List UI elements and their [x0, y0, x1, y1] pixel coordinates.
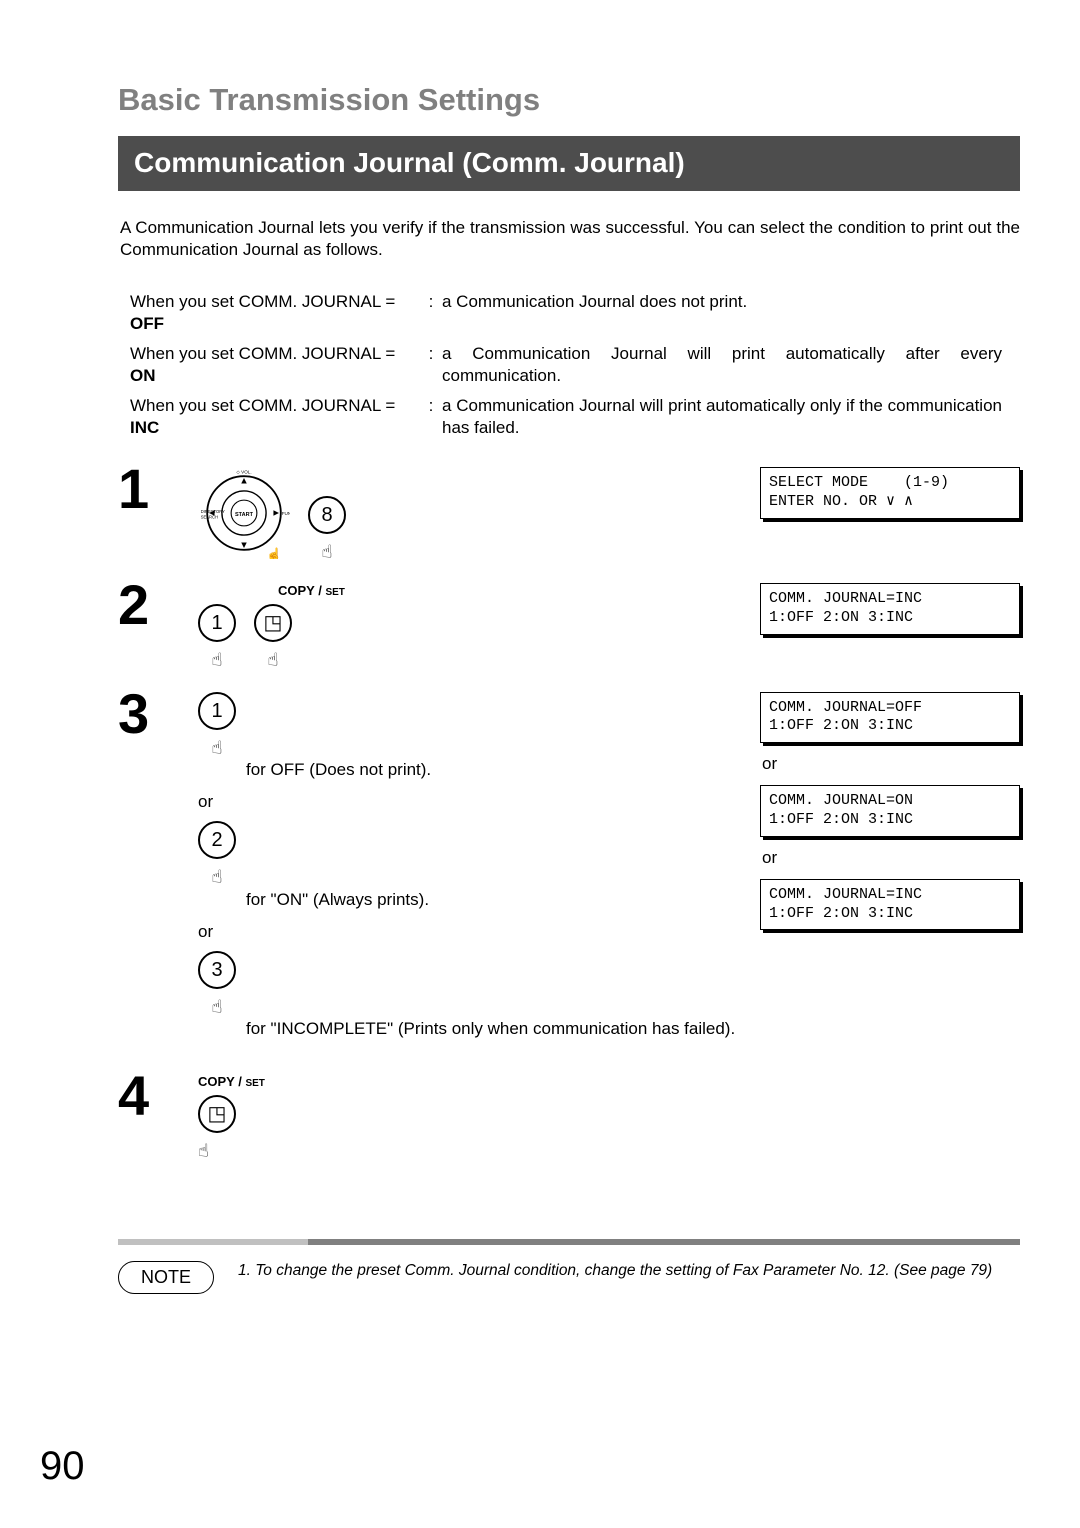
step-number: 2: [118, 577, 198, 633]
svg-text:◇ VOL.: ◇ VOL.: [236, 470, 251, 475]
keypad-1-button: 1 ☟: [198, 692, 236, 755]
button-digit: 8: [308, 496, 346, 534]
lcd-display: COMM. JOURNAL=INC 1:OFF 2:ON 3:INC: [760, 879, 1020, 931]
press-hand-icon: ☟: [212, 734, 223, 757]
set-button-icon: ◳: [254, 604, 292, 642]
cond-left-text: When you set COMM. JOURNAL =: [130, 396, 395, 415]
cond-left-text: When you set COMM. JOURNAL =: [130, 344, 395, 363]
intro-paragraph: A Communication Journal lets you verify …: [120, 217, 1020, 261]
note-label: NOTE: [118, 1261, 214, 1294]
keypad-2-button: 2 ☟: [198, 821, 236, 884]
button-digit: 3: [198, 951, 236, 989]
function-dial-icon: START ◇ VOL. FUNCTION DIRECTORY SEARCH ☝: [198, 467, 290, 559]
colon: :: [420, 341, 442, 389]
copy-set-label: COPY / SET: [198, 1074, 740, 1091]
or-text: or: [762, 847, 1020, 869]
svg-text:FUNCTION: FUNCTION: [282, 511, 290, 516]
page-number: 90: [40, 1440, 85, 1492]
button-digit: 2: [198, 821, 236, 859]
step-number: 3: [118, 686, 198, 742]
condition-row: When you set COMM. JOURNAL = INC : a Com…: [130, 393, 1002, 441]
colon: :: [420, 393, 442, 441]
keypad-3-button: 3 ☟: [198, 951, 236, 1014]
press-hand-icon: ☟: [212, 863, 223, 886]
cond-left-text: When you set COMM. JOURNAL =: [130, 292, 395, 311]
cond-right-text: a Communication Journal does not print.: [442, 289, 1002, 337]
button-digit: 1: [198, 604, 236, 642]
copy-set-label: COPY / SET: [278, 583, 740, 600]
keypad-1-button: 1 ☟: [198, 604, 236, 667]
step-number: 4: [118, 1068, 198, 1124]
lcd-display: COMM. JOURNAL=ON 1:OFF 2:ON 3:INC: [760, 785, 1020, 837]
cond-left-bold: OFF: [130, 314, 164, 333]
svg-text:START: START: [235, 512, 254, 518]
press-hand-icon: ☟: [212, 646, 223, 669]
colon: :: [420, 289, 442, 337]
svg-text:☝: ☝: [266, 546, 282, 559]
press-hand-icon: ☟: [268, 646, 279, 669]
step-number: 1: [118, 461, 198, 517]
or-text: or: [198, 791, 740, 813]
press-hand-icon: ☟: [322, 538, 333, 561]
set-button: ◳ ☟: [254, 604, 292, 667]
note-text: 1. To change the preset Comm. Journal co…: [238, 1261, 992, 1282]
cond-left-bold: INC: [130, 418, 159, 437]
conditions-table: When you set COMM. JOURNAL = OFF : a Com…: [130, 285, 1002, 446]
condition-row: When you set COMM. JOURNAL = OFF : a Com…: [130, 289, 1002, 337]
cond-right-text: a Communication Journal will print autom…: [442, 393, 1002, 441]
lcd-display: COMM. JOURNAL=INC 1:OFF 2:ON 3:INC: [760, 583, 1020, 635]
option-text: for OFF (Does not print).: [246, 759, 740, 781]
lcd-display: COMM. JOURNAL=OFF 1:OFF 2:ON 3:INC: [760, 692, 1020, 744]
option-text: for "INCOMPLETE" (Prints only when commu…: [246, 1018, 740, 1040]
lcd-display: SELECT MODE (1-9) ENTER NO. OR ∨ ∧: [760, 467, 1020, 519]
set-button: ◳ ☟: [198, 1095, 740, 1158]
cond-right-text: a Communication Journal will print autom…: [442, 341, 1002, 389]
keypad-8-button: 8 ☟: [308, 496, 346, 559]
section-heading: Communication Journal (Comm. Journal): [118, 136, 1020, 190]
press-hand-icon: ☟: [212, 993, 223, 1016]
svg-text:SEARCH: SEARCH: [201, 515, 218, 520]
footer-divider: [118, 1239, 1020, 1245]
set-button-icon: ◳: [198, 1095, 236, 1133]
press-hand-icon: ☟: [198, 1137, 209, 1160]
chapter-title: Basic Transmission Settings: [118, 80, 1020, 120]
or-text: or: [762, 753, 1020, 775]
button-digit: 1: [198, 692, 236, 730]
or-text: or: [198, 921, 740, 943]
cond-left-bold: ON: [130, 366, 156, 385]
condition-row: When you set COMM. JOURNAL = ON : a Comm…: [130, 341, 1002, 389]
option-text: for "ON" (Always prints).: [246, 889, 740, 911]
